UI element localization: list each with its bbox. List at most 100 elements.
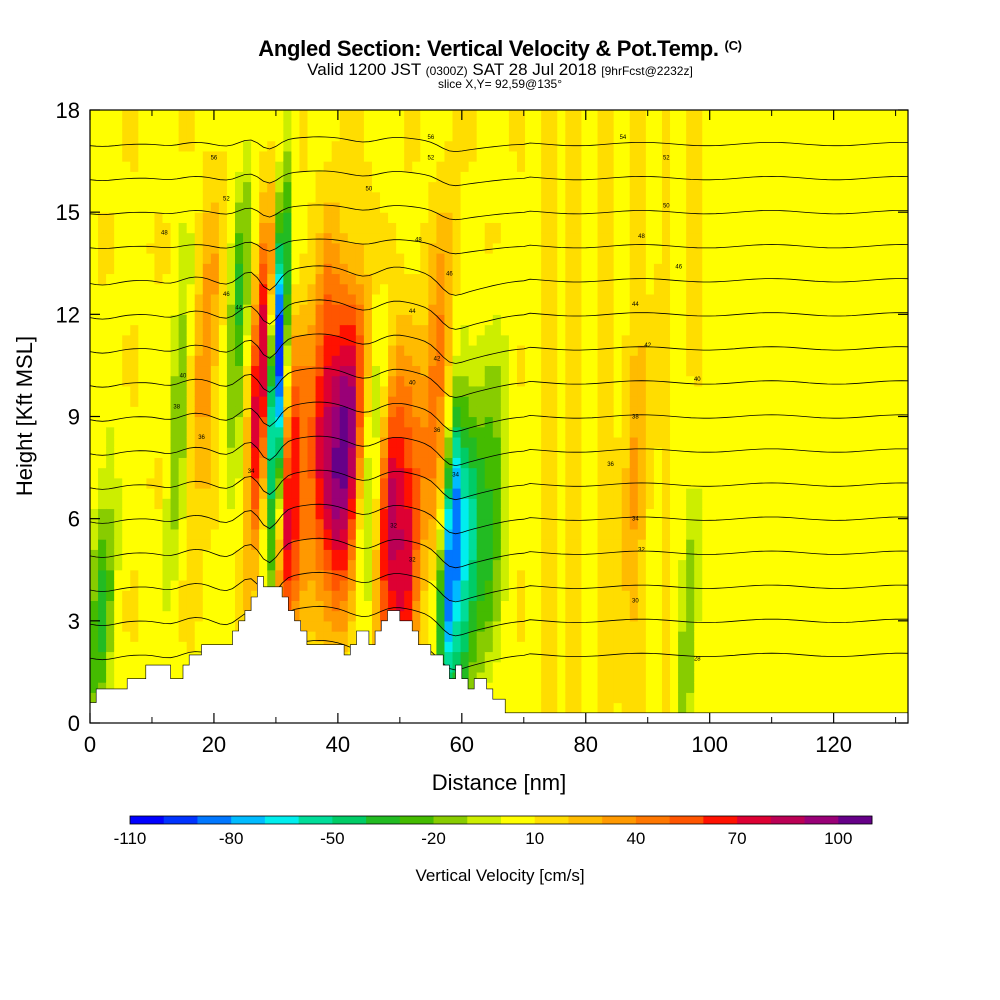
velocity-cell	[106, 263, 115, 275]
velocity-cell	[307, 426, 317, 438]
velocity-cell	[186, 334, 196, 346]
velocity-cell	[565, 201, 574, 213]
velocity-cell	[605, 406, 615, 418]
velocity-cell	[734, 171, 744, 183]
velocity-cell	[516, 396, 526, 407]
velocity-cell	[613, 324, 623, 336]
velocity-cell	[315, 191, 325, 203]
velocity-cell	[533, 283, 542, 295]
velocity-cell	[235, 467, 244, 479]
velocity-cell	[678, 242, 687, 254]
velocity-cell	[162, 539, 172, 550]
velocity-cell	[702, 365, 711, 377]
velocity-cell	[581, 467, 591, 479]
velocity-cell	[645, 416, 655, 428]
velocity-cell	[476, 447, 486, 458]
velocity-cell	[589, 590, 599, 601]
velocity-cell	[323, 385, 333, 397]
velocity-cell	[702, 324, 711, 336]
velocity-cell	[404, 344, 413, 356]
velocity-cell	[339, 488, 349, 499]
velocity-cell	[428, 426, 438, 438]
velocity-cell	[653, 314, 663, 326]
velocity-cell	[621, 508, 631, 520]
velocity-cell	[742, 150, 752, 162]
velocity-cell	[114, 498, 123, 510]
velocity-cell	[637, 508, 647, 520]
velocity-cell	[291, 518, 301, 530]
velocity-cell	[146, 355, 156, 367]
velocity-cell	[307, 344, 317, 356]
velocity-cell	[645, 488, 655, 499]
velocity-cell	[460, 201, 470, 213]
velocity-cell	[718, 620, 728, 632]
velocity-cell	[355, 457, 365, 469]
velocity-cell	[210, 314, 220, 326]
velocity-cell	[452, 344, 462, 356]
velocity-cell	[106, 120, 115, 132]
velocity-cell	[742, 579, 752, 591]
velocity-cell	[694, 477, 703, 489]
velocity-cell	[565, 702, 574, 714]
velocity-cell	[251, 365, 260, 377]
velocity-cell	[186, 569, 196, 581]
velocity-cell	[621, 222, 631, 234]
velocity-cell	[291, 120, 301, 132]
velocity-cell	[178, 631, 188, 642]
velocity-cell	[323, 610, 333, 622]
velocity-cell	[404, 488, 413, 499]
velocity-cell	[106, 467, 115, 479]
velocity-cell	[444, 600, 454, 612]
velocity-cell	[597, 426, 607, 438]
velocity-cell	[162, 130, 172, 142]
velocity-cell	[718, 651, 728, 663]
velocity-cell	[637, 181, 647, 193]
velocity-cell	[315, 508, 325, 520]
velocity-cell	[476, 467, 486, 479]
velocity-cell	[573, 590, 583, 601]
velocity-cell	[299, 171, 309, 183]
velocity-cell	[380, 477, 389, 489]
velocity-cell	[106, 365, 115, 377]
velocity-cell	[420, 406, 429, 418]
velocity-cell	[226, 201, 236, 213]
velocity-cell	[452, 181, 462, 193]
velocity-cell	[484, 600, 494, 612]
velocity-cell	[702, 467, 711, 479]
velocity-cell	[178, 242, 188, 254]
velocity-cell	[637, 130, 647, 142]
velocity-cell	[194, 222, 204, 234]
velocity-cell	[412, 324, 421, 336]
velocity-cell	[541, 559, 550, 571]
velocity-cell	[90, 150, 99, 162]
velocity-cell	[347, 539, 357, 550]
velocity-cell	[533, 201, 542, 213]
velocity-cell	[138, 559, 147, 571]
velocity-cell	[162, 385, 172, 397]
velocity-cell	[718, 590, 728, 601]
velocity-cell	[710, 661, 719, 673]
velocity-cell	[516, 631, 526, 642]
velocity-cell	[734, 396, 744, 407]
velocity-cell	[613, 436, 623, 448]
velocity-cell	[420, 283, 429, 295]
velocity-cell	[98, 539, 107, 550]
velocity-cell	[138, 590, 147, 601]
velocity-cell	[412, 539, 421, 550]
velocity-cell	[202, 620, 212, 632]
velocity-cell	[742, 110, 752, 121]
velocity-cell	[275, 201, 284, 213]
velocity-cell	[726, 385, 736, 397]
velocity-cell	[339, 396, 349, 407]
velocity-cell	[218, 600, 228, 612]
velocity-cell	[653, 222, 663, 234]
velocity-cell	[710, 671, 719, 683]
velocity-cell	[412, 416, 421, 428]
velocity-cell	[541, 150, 550, 162]
velocity-cell	[90, 324, 99, 336]
velocity-cell	[210, 171, 220, 183]
velocity-cell	[170, 222, 180, 234]
velocity-cell	[726, 375, 736, 387]
velocity-cell	[291, 273, 301, 285]
velocity-cell	[678, 355, 687, 367]
